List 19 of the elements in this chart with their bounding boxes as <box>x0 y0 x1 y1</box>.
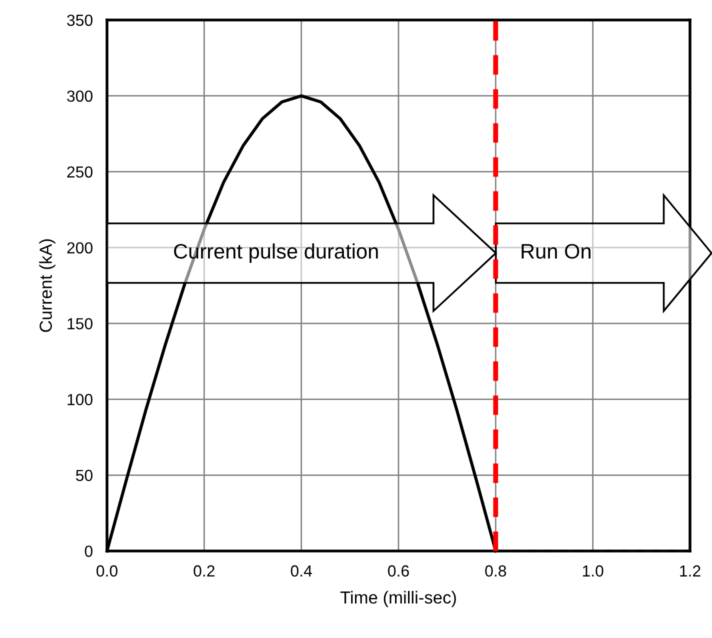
y-tick-label: 250 <box>67 166 92 178</box>
y-tick-label: 300 <box>67 90 92 102</box>
x-tick-label: 0.8 <box>485 565 506 577</box>
y-tick-label: 100 <box>68 394 92 406</box>
x-tick-label: 0.4 <box>290 565 312 577</box>
y-tick-label: 50 <box>76 470 92 482</box>
y-axis-title: Current (kA) <box>39 239 56 332</box>
x-tick-label: 1.0 <box>582 565 604 577</box>
annotation: Run On <box>522 244 590 259</box>
y-tick-label: 150 <box>68 318 92 330</box>
y-tick-label: 0 <box>84 546 92 557</box>
x-axis-title: Time (milli-sec) <box>340 590 456 608</box>
y-tick-label: 200 <box>67 242 92 254</box>
x-tick-label: 0.0 <box>96 565 118 577</box>
x-tick-label: 0.6 <box>388 565 409 577</box>
x-tick-label: 0.2 <box>194 565 214 577</box>
annotation: Current pulse duration <box>174 243 378 263</box>
y-tick-label: 350 <box>67 14 92 26</box>
x-tick-label: 1.2 <box>680 565 700 576</box>
